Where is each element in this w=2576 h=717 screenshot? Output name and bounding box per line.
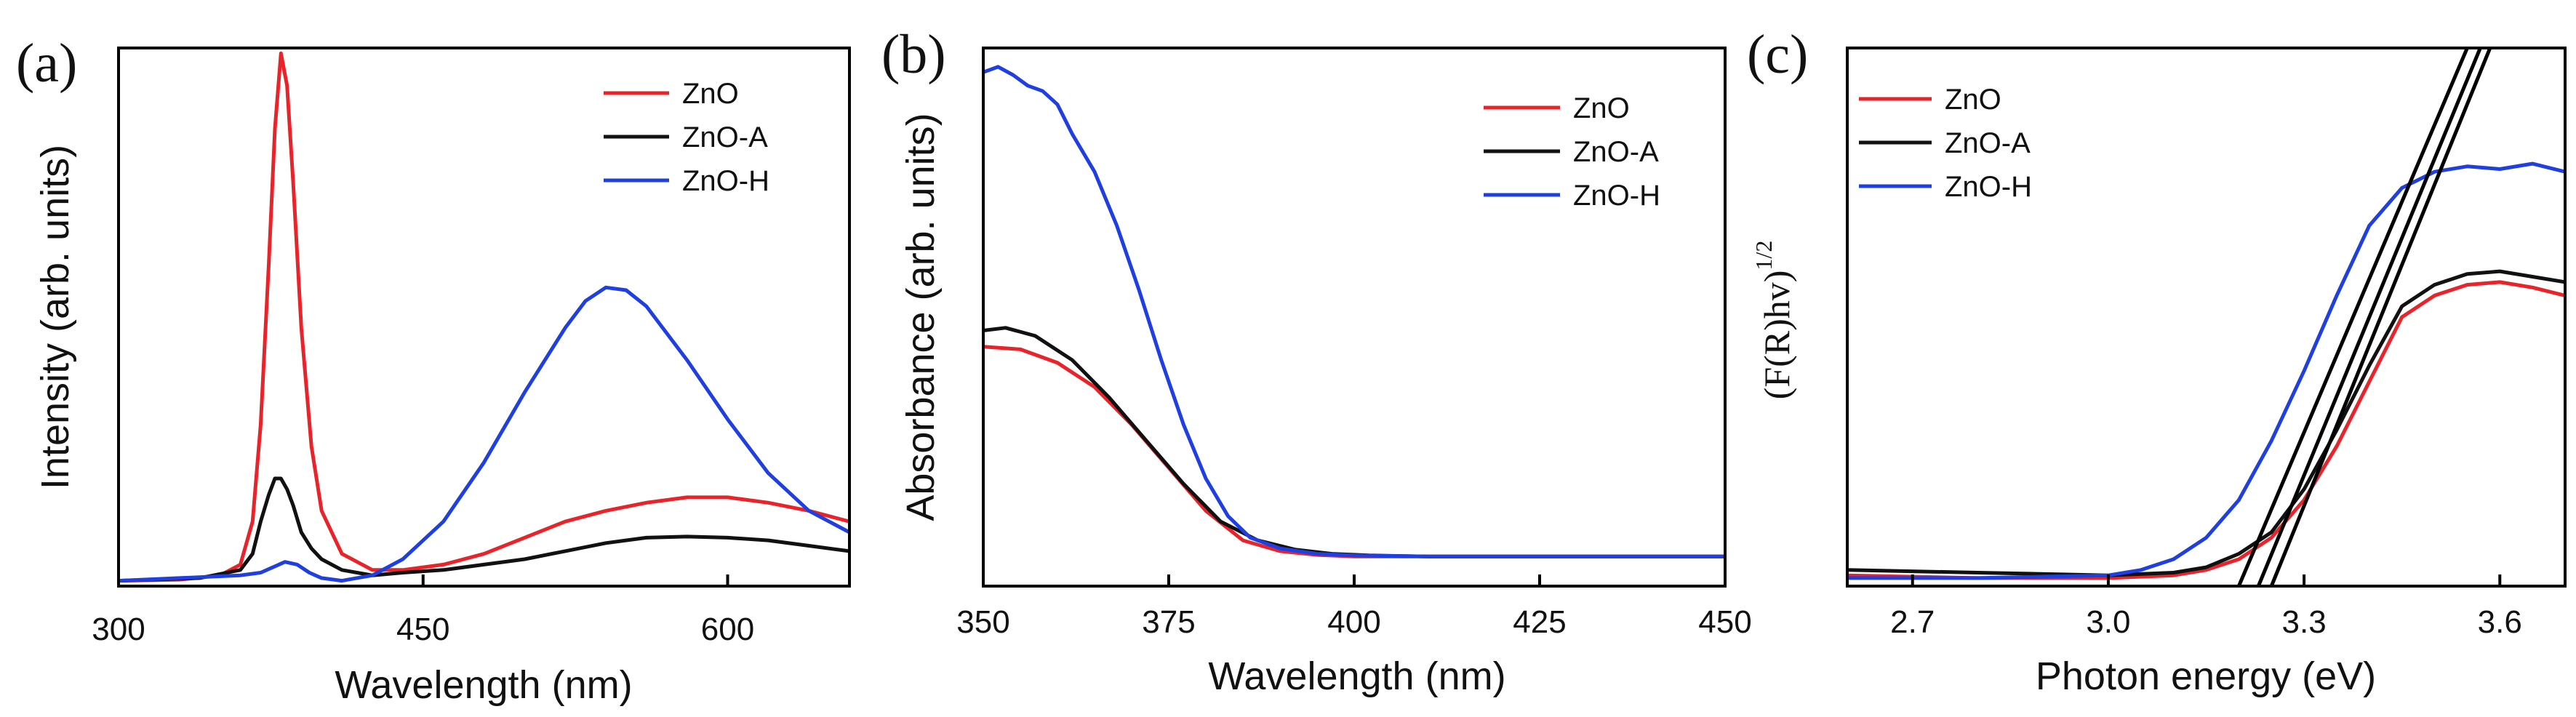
x-tick-label-b: 450 — [1698, 604, 1751, 640]
plot-frame-a — [117, 47, 851, 588]
x-tick-label-a: 600 — [701, 612, 754, 647]
x-tick-label-b: 350 — [956, 604, 1009, 640]
plot-area-c — [1847, 48, 2565, 586]
x-tick-label-a: 300 — [92, 612, 145, 647]
panel-label-c: (c) — [1747, 24, 1808, 85]
panel-label-b: (b) — [881, 24, 946, 85]
x-tick-label-b: 425 — [1513, 604, 1566, 640]
x-tick-label-c: 3.6 — [2478, 604, 2522, 640]
y-axis-title-c-sup: 1/2 — [1751, 241, 1777, 271]
x-axis-title-c: Photon energy (eV) — [2036, 654, 2376, 698]
legend-label-zno-a: ZnO — [682, 78, 739, 110]
legend-label-zno-a-a: ZnO-A — [682, 121, 768, 153]
x-tick-label-c: 3.3 — [2282, 604, 2327, 640]
series-line-zno-a-b — [983, 326, 1725, 558]
panel-a: (a) 300 450 600 Wavelength (nm) Intensity … — [16, 33, 851, 707]
tangent-3-c — [2269, 48, 2492, 586]
x-tick-label-c: 3.0 — [2086, 604, 2130, 640]
series-line-zno-b — [983, 345, 1725, 558]
legend-b: ZnO ZnO-A ZnO-H — [1484, 92, 1660, 212]
panel-b: (b) 350 375 400 425 450 Wavelength (nm) Abso… — [881, 24, 1752, 698]
legend-label-zno-h-b: ZnO-H — [1573, 180, 1660, 212]
panel-label-a: (a) — [16, 33, 77, 94]
y-axis-title-c: (F(R)hv)1/2 — [1751, 241, 1797, 400]
panel-c: (c) 2.7 3.0 3.3 3.6 Photon energy (eV) (F(R… — [1747, 24, 2567, 698]
legend-label-zno-c: ZnO — [1945, 84, 2001, 116]
tangent-1-c — [2237, 48, 2469, 586]
plot-area-b — [983, 65, 1725, 558]
legend-a: ZnO ZnO-A ZnO-H — [604, 78, 769, 197]
legend-label-zno-h-c: ZnO-H — [1945, 171, 2032, 203]
series-line-zno-h-a — [119, 285, 849, 583]
tangent-2-c — [2256, 48, 2482, 586]
series-line-zno-a-c — [1847, 269, 2565, 577]
x-ticks-c: 2.7 3.0 3.3 3.6 — [1890, 574, 2522, 640]
legend-c: ZnO ZnO-A ZnO-H — [1859, 84, 2032, 203]
series-line-zno-h-b — [983, 65, 1725, 558]
legend-label-zno-a-b: ZnO-A — [1573, 136, 1659, 168]
x-tick-label-a: 450 — [396, 612, 449, 647]
y-axis-title-c-main: (F(R)hv) — [1756, 271, 1797, 400]
series-line-zno-a — [119, 51, 849, 583]
legend-label-zno-a-c: ZnO-A — [1945, 127, 2031, 159]
legend-label-zno-h-a: ZnO-H — [682, 165, 769, 197]
x-ticks-a: 300 450 600 — [92, 574, 754, 647]
series-line-zno-h-c — [1847, 161, 2565, 580]
plot-area-a — [119, 51, 849, 583]
y-axis-title-a: Intensity (arb. units) — [33, 145, 77, 489]
plot-frame-b — [982, 47, 1727, 588]
plot-frame-c — [1846, 47, 2567, 588]
series-line-zno-c — [1847, 280, 2565, 580]
x-tick-label-b: 375 — [1142, 604, 1195, 640]
x-axis-title-a: Wavelength (nm) — [335, 663, 632, 707]
x-ticks-b: 350 375 400 425 450 — [956, 574, 1752, 640]
legend-label-zno-b: ZnO — [1573, 92, 1630, 124]
series-line-zno-a-a — [119, 476, 849, 583]
x-tick-label-c: 2.7 — [1890, 604, 1935, 640]
x-tick-label-b: 400 — [1327, 604, 1380, 640]
y-axis-title-b: Absorbance (arb. units) — [899, 113, 943, 521]
x-axis-title-b: Wavelength (nm) — [1208, 654, 1505, 698]
svg-text:(F(R)hv)1/2: (F(R)hv)1/2 — [1751, 241, 1797, 400]
